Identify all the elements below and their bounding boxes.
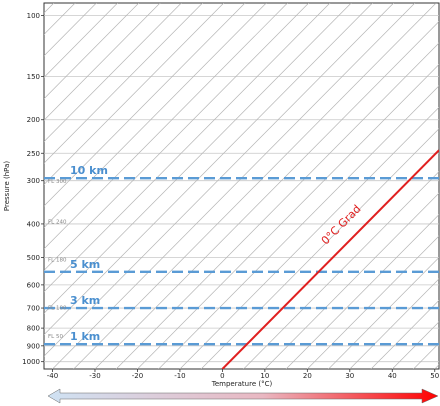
isotherm-line bbox=[44, 3, 225, 186]
temperature-gradient-arrow bbox=[47, 388, 439, 404]
reference-level-label: 3 km bbox=[70, 294, 100, 307]
x-tick-label: 0 bbox=[220, 372, 224, 380]
isotherm-line bbox=[44, 3, 288, 250]
isotherm-line bbox=[44, 3, 118, 78]
x-tick-label: -10 bbox=[174, 372, 185, 380]
reference-levels: 10 km 5 km 3 km 1 km bbox=[44, 164, 439, 346]
isotherm-line bbox=[44, 3, 394, 357]
isotherm-line bbox=[44, 3, 203, 164]
y-tick-label: 100 bbox=[27, 12, 40, 20]
y-tick-label: 600 bbox=[27, 281, 40, 289]
y-tick-label: 1000 bbox=[22, 358, 40, 366]
reference-level-label: 10 km bbox=[70, 164, 108, 177]
x-tick-label: -40 bbox=[47, 372, 58, 380]
y-tick-label: 500 bbox=[27, 254, 40, 262]
isotherm-line bbox=[44, 3, 182, 143]
flight-level-label: FL 240 bbox=[48, 219, 67, 225]
isotherm-line bbox=[44, 3, 331, 293]
flight-level-label: FL 50 bbox=[48, 334, 63, 340]
x-tick-label: -20 bbox=[132, 372, 143, 380]
flight-level-label: FL 300 bbox=[48, 179, 67, 185]
zero-degree-line bbox=[221, 149, 439, 369]
y-tick-label: 900 bbox=[27, 342, 40, 350]
x-tick-label: 40 bbox=[388, 372, 397, 380]
reference-level-label: 5 km bbox=[70, 258, 100, 271]
isotherm-line bbox=[44, 3, 246, 207]
flight-level-label: FL 100 bbox=[48, 305, 67, 311]
flight-level-labels: FL 300 FL 240 FL 180 FL 100 FL 50 bbox=[48, 179, 67, 340]
y-tick-label: 250 bbox=[27, 150, 40, 158]
y-tick-label: 700 bbox=[27, 305, 40, 313]
x-axis-label: Temperature (°C) bbox=[211, 380, 273, 388]
isotherm-line bbox=[285, 214, 439, 369]
y-tick-label: 800 bbox=[27, 325, 40, 333]
flight-level-label: FL 180 bbox=[48, 257, 67, 263]
x-tick-labels: -40 -30 -20 -10 0 10 20 30 40 50 bbox=[47, 369, 439, 380]
isotherm-line bbox=[44, 3, 267, 228]
y-tick-label: 200 bbox=[27, 116, 40, 124]
isotherm-line bbox=[158, 85, 439, 369]
y-tick-label: 300 bbox=[27, 177, 40, 185]
y-tick-label: 150 bbox=[27, 73, 40, 81]
reference-level-label: 1 km bbox=[70, 330, 100, 343]
plot-area bbox=[43, 2, 440, 370]
x-tick-label: 50 bbox=[430, 372, 439, 380]
isotherm-line bbox=[94, 21, 439, 369]
isotherm-line bbox=[44, 3, 161, 121]
y-tick-labels: 100 150 200 250 300 400 500 600 700 800 900 1000 bbox=[22, 12, 44, 366]
series-layer bbox=[221, 149, 439, 369]
y-tick-label: 400 bbox=[27, 220, 40, 228]
isotherm-line bbox=[44, 3, 309, 271]
y-axis-label: Pressure (hPa) bbox=[3, 161, 11, 211]
x-tick-label: -30 bbox=[89, 372, 100, 380]
x-tick-label: 20 bbox=[303, 372, 312, 380]
isotherm-line bbox=[44, 3, 140, 100]
isotherm-line bbox=[349, 278, 439, 369]
x-tick-label: 10 bbox=[260, 372, 269, 380]
x-tick-label: 30 bbox=[345, 372, 354, 380]
